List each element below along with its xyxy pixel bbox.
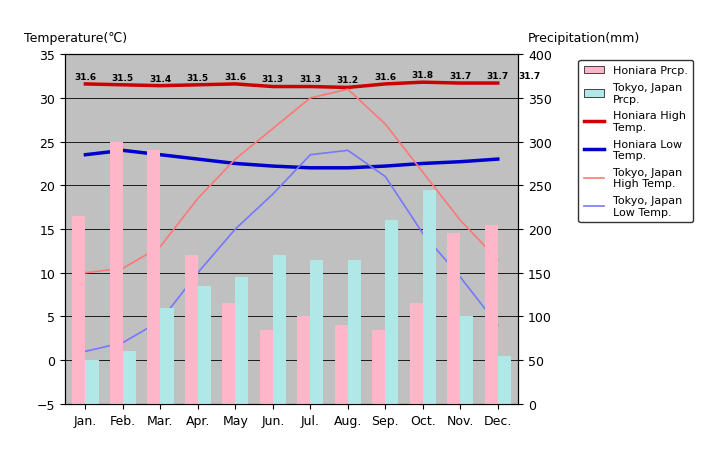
- Bar: [335, 325, 348, 404]
- Bar: [222, 304, 235, 404]
- Bar: [260, 330, 273, 404]
- Text: 31.3: 31.3: [262, 75, 284, 84]
- Text: 31.3: 31.3: [300, 75, 321, 84]
- Text: 31.4: 31.4: [149, 74, 171, 84]
- Text: 31.6: 31.6: [374, 73, 397, 82]
- Bar: [423, 190, 436, 404]
- Bar: [235, 277, 248, 404]
- Bar: [198, 286, 211, 404]
- Bar: [372, 330, 385, 404]
- Text: 31.5: 31.5: [186, 73, 209, 83]
- Text: 31.5: 31.5: [112, 73, 134, 83]
- Text: 31.7: 31.7: [518, 72, 541, 81]
- Text: 31.2: 31.2: [337, 76, 359, 85]
- Text: 31.8: 31.8: [412, 71, 434, 80]
- Bar: [297, 317, 310, 404]
- Bar: [185, 256, 198, 404]
- Text: 31.6: 31.6: [225, 73, 246, 82]
- Bar: [161, 308, 174, 404]
- Bar: [310, 260, 323, 404]
- Bar: [72, 216, 86, 404]
- Bar: [410, 304, 423, 404]
- Bar: [148, 151, 161, 404]
- Text: Temperature(℃): Temperature(℃): [24, 32, 127, 45]
- Bar: [123, 352, 136, 404]
- Bar: [385, 221, 398, 404]
- Bar: [498, 356, 511, 404]
- Bar: [447, 234, 460, 404]
- Bar: [348, 260, 361, 404]
- Text: Precipitation(mm): Precipitation(mm): [528, 32, 640, 45]
- Legend: Honiara Prcp., Tokyo, Japan
Prcp., Honiara High
Temp., Honiara Low
Temp., Tokyo,: Honiara Prcp., Tokyo, Japan Prcp., Honia…: [578, 61, 693, 223]
- Bar: [86, 360, 99, 404]
- Text: 31.7: 31.7: [487, 72, 509, 81]
- Text: 31.7: 31.7: [449, 72, 472, 81]
- Bar: [485, 225, 498, 404]
- Bar: [109, 142, 123, 404]
- Text: 31.6: 31.6: [74, 73, 96, 82]
- Bar: [273, 256, 286, 404]
- Bar: [460, 317, 474, 404]
